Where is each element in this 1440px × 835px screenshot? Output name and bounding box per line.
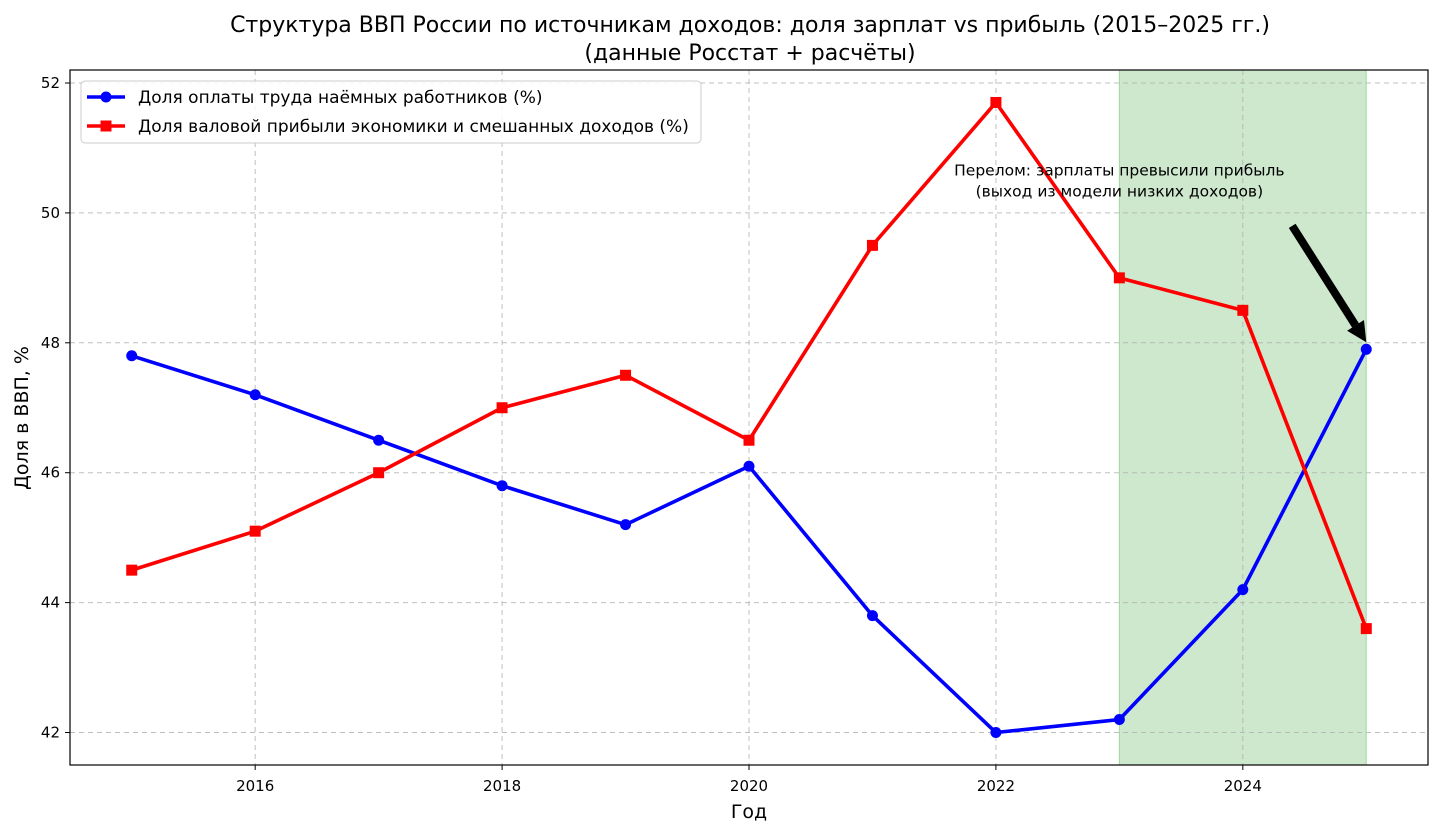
series-0 (126, 343, 1372, 739)
data-point (496, 480, 508, 492)
data-point (743, 460, 755, 472)
data-point (249, 525, 261, 537)
annotation-text: Перелом: зарплаты превысили прибыль (954, 161, 1284, 179)
data-point (126, 350, 138, 362)
data-point (866, 239, 878, 251)
legend-box (80, 80, 702, 144)
legend-marker-1 (100, 120, 112, 132)
data-point (1237, 304, 1249, 316)
x-tick-label: 2022 (977, 777, 1015, 795)
series-1 (126, 96, 1372, 635)
y-tick-label: 44 (41, 594, 60, 612)
x-axis-label: Год (731, 801, 767, 823)
annotation-arrow-shaft (1288, 223, 1359, 328)
plot-area: 2016 2018 2020 2022 2024 42 44 46 48 50 52 Перелом:… (41, 69, 1429, 795)
y-tick-label: 50 (41, 204, 60, 222)
data-point (990, 727, 1002, 739)
annotation-arrow-head (1347, 320, 1367, 343)
y-tick-label: 48 (41, 334, 60, 352)
data-point (1113, 714, 1125, 726)
data-point (620, 369, 632, 381)
data-point (866, 610, 878, 622)
data-point (249, 389, 261, 401)
data-point (373, 467, 385, 479)
y-tick-label: 42 (41, 724, 60, 742)
data-point (496, 402, 508, 414)
data-point (126, 564, 138, 576)
legend-marker-0 (100, 91, 112, 103)
legend: Доля оплаты труда наёмных работников (%)… (80, 80, 702, 144)
y-tick-label: 52 (41, 74, 60, 92)
data-point (743, 434, 755, 446)
y-axis-label: Доля в ВВП, % (11, 346, 33, 490)
annotation-text: (выход из модели низких доходов) (976, 182, 1264, 200)
x-tick-label: 2016 (236, 777, 274, 795)
data-point (373, 434, 385, 446)
chart-subtitle: (данные Росстат + расчёты) (584, 41, 915, 66)
data-point (620, 519, 632, 531)
data-point (1237, 584, 1249, 596)
data-point (1360, 343, 1372, 355)
x-tick-label: 2018 (483, 777, 521, 795)
legend-label-0: Доля оплаты труда наёмных работников (%) (138, 88, 543, 108)
x-tick-label: 2020 (730, 777, 768, 795)
chart-title: Структура ВВП России по источникам доход… (230, 13, 1270, 38)
data-point (1360, 623, 1372, 635)
data-point (1113, 272, 1125, 284)
x-tick-label: 2024 (1224, 777, 1262, 795)
legend-label-1: Доля валовой прибыли экономики и смешанн… (138, 117, 689, 137)
data-point (990, 96, 1002, 108)
y-tick-label: 46 (41, 464, 60, 482)
